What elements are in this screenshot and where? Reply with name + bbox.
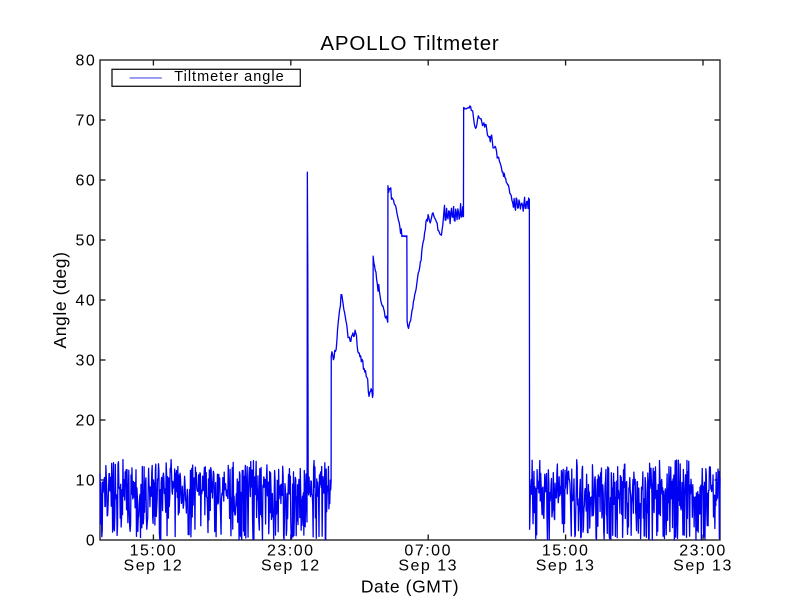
- svg-text:10: 10: [76, 473, 97, 490]
- svg-text:Tiltmeter angle: Tiltmeter angle: [174, 69, 284, 85]
- svg-text:50: 50: [76, 233, 97, 250]
- svg-text:60: 60: [76, 173, 97, 190]
- svg-text:Sep 13: Sep 13: [536, 558, 596, 575]
- svg-text:0: 0: [86, 533, 96, 550]
- svg-text:40: 40: [76, 293, 97, 310]
- svg-text:07:00: 07:00: [404, 543, 452, 560]
- svg-text:APOLLO Tiltmeter: APOLLO Tiltmeter: [320, 32, 499, 55]
- svg-text:30: 30: [76, 353, 97, 370]
- svg-text:Sep 13: Sep 13: [398, 558, 458, 575]
- svg-text:15:00: 15:00: [130, 543, 178, 560]
- svg-text:70: 70: [76, 113, 97, 130]
- svg-text:Sep 12: Sep 12: [261, 558, 321, 575]
- svg-text:80: 80: [76, 53, 97, 70]
- svg-text:Angle (deg): Angle (deg): [50, 251, 70, 348]
- svg-text:Sep 13: Sep 13: [673, 558, 733, 575]
- svg-text:Date (GMT): Date (GMT): [361, 576, 459, 596]
- svg-text:15:00: 15:00: [542, 543, 590, 560]
- svg-text:20: 20: [76, 413, 97, 430]
- svg-text:23:00: 23:00: [679, 543, 727, 560]
- svg-text:Sep 12: Sep 12: [124, 558, 184, 575]
- svg-text:23:00: 23:00: [267, 543, 315, 560]
